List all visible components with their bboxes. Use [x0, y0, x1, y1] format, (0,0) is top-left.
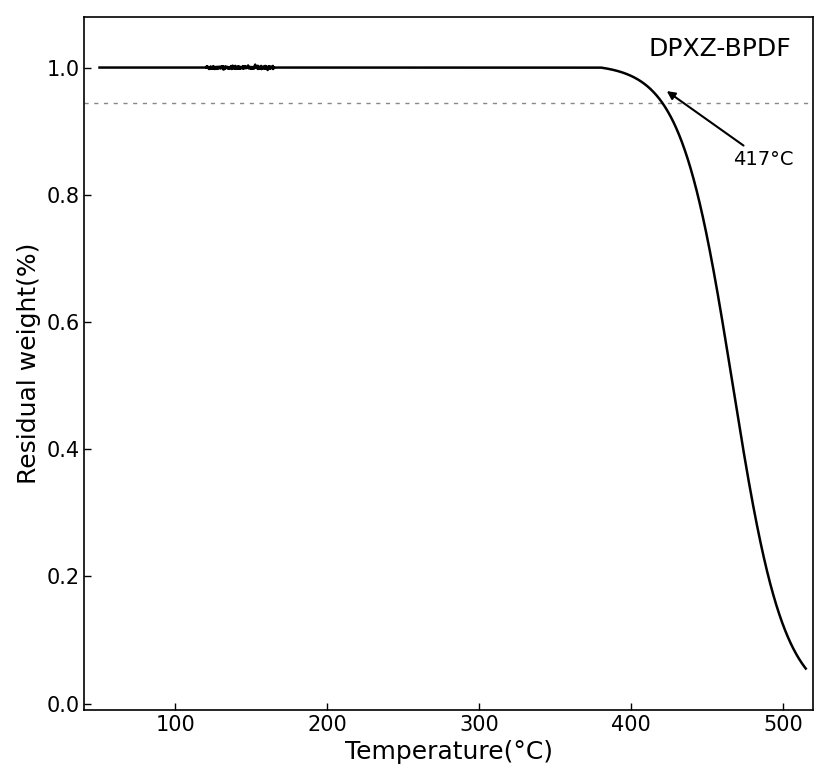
Text: DPXZ-BPDF: DPXZ-BPDF — [649, 37, 792, 62]
X-axis label: Temperature(°C): Temperature(°C) — [344, 740, 553, 765]
Y-axis label: Residual weight(%): Residual weight(%) — [17, 243, 41, 484]
Text: 417°C: 417°C — [669, 92, 793, 169]
